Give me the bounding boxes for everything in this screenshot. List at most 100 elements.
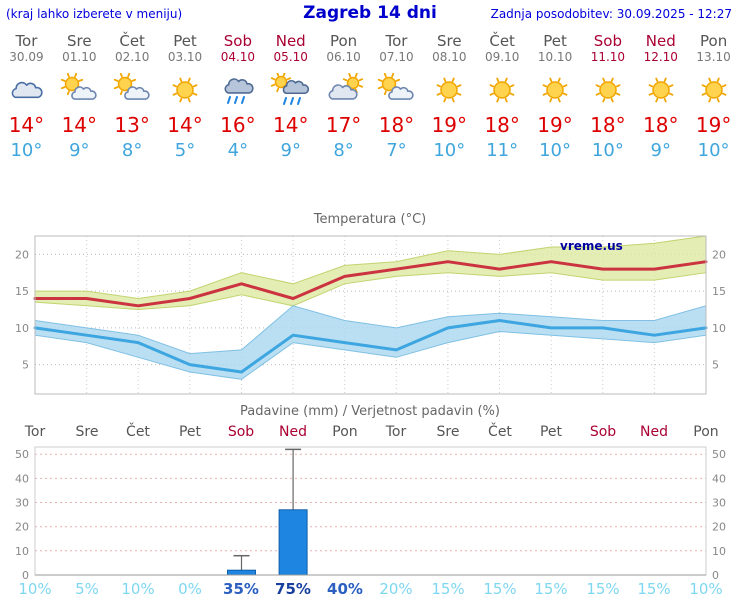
rain-icon [211, 73, 264, 109]
day-cell[interactable]: Sre 08.10 19° 10° [423, 28, 476, 208]
precip-probability: 15% [586, 580, 620, 598]
day-cell[interactable]: Tor 07.10 18° 7° [370, 28, 423, 208]
day-cell[interactable]: Pon 13.10 19° 10° [687, 28, 740, 208]
day-min-temp: 10° [539, 140, 571, 161]
svg-text:50: 50 [712, 448, 726, 461]
day-cell[interactable]: Tor 30.09 14° 10° [0, 28, 53, 208]
day-date: 11.10 [590, 50, 626, 64]
day-name: Sob [593, 32, 622, 50]
svg-text:20: 20 [15, 521, 29, 534]
day-cell[interactable]: Ned 05.10 14° 9° [264, 28, 317, 208]
day-min-temp: 10° [10, 140, 43, 161]
precip-day-label: Pon [332, 424, 358, 440]
day-date: 05.10 [273, 50, 308, 64]
menu-hint: (kraj lahko izberete v meniju) [6, 7, 183, 21]
precip-day-label: Ned [279, 424, 307, 440]
day-max-temp: 13° [114, 113, 150, 137]
day-max-temp: 19° [431, 113, 468, 137]
day-date: 06.10 [326, 50, 361, 64]
day-cell[interactable]: Pet 03.10 14° 5° [159, 28, 212, 208]
day-max-temp: 18° [643, 113, 679, 137]
day-max-temp: 14° [61, 113, 98, 137]
day-min-temp: 4° [227, 140, 249, 161]
precipitation-probability-row: 10% 5% 10% 0% 35% 75% 40% 20% 15% 15% 15% 15% 15% 10% [0, 580, 740, 600]
mostly-cloudy-icon [317, 72, 370, 109]
temperature-chart: 5 5 10 10 15 15 20 20 vreme.us [15, 235, 726, 395]
partly-cloudy-icon [53, 72, 106, 109]
day-max-temp: 14° [8, 113, 45, 137]
day-name: Pon [700, 32, 728, 50]
day-max-temp: 16° [220, 113, 256, 137]
day-max-temp: 18° [590, 113, 626, 137]
precip-probability: 20% [379, 580, 413, 598]
day-min-temp: 10° [697, 140, 730, 161]
svg-text:50: 50 [15, 448, 29, 461]
sunny-icon [634, 73, 687, 109]
svg-text:15: 15 [15, 285, 29, 298]
day-cell[interactable]: Sre 01.10 14° 9° [53, 28, 106, 208]
cloudy-icon [0, 73, 53, 109]
partly-cloudy-icon [370, 72, 423, 109]
day-cell[interactable]: Sob 11.10 18° 10° [581, 28, 634, 208]
precipitation-chart: 0 0 10 10 20 20 30 30 40 40 50 50 [15, 446, 726, 579]
day-cell[interactable]: Pon 06.10 17° 8° [317, 28, 370, 208]
day-name: Pet [173, 32, 197, 50]
precipitation-chart-title: Padavine (mm) / Verjetnost padavin (%) [240, 404, 500, 419]
precip-probability: 15% [637, 580, 671, 598]
last-updated: Zadnja posodobitev: 30.09.2025 - 12:27 [490, 7, 732, 21]
day-max-temp: 17° [325, 113, 362, 137]
day-min-temp: 7° [386, 140, 407, 161]
precip-day-label: Sob [227, 424, 255, 440]
precip-probability: 40% [327, 580, 363, 598]
day-cell[interactable]: Čet 09.10 18° 11° [476, 28, 529, 208]
day-name: Ned [645, 32, 676, 50]
precip-probability: 5% [75, 580, 99, 598]
partly-cloudy-icon [106, 72, 159, 109]
svg-text:5: 5 [712, 359, 719, 372]
precip-day-label: Tor [24, 424, 46, 440]
precip-day-label: Sre [436, 424, 460, 440]
day-date: 12.10 [643, 50, 678, 64]
day-date: 02.10 [114, 50, 150, 64]
sunny-icon [476, 73, 529, 109]
day-min-temp: 9° [280, 140, 301, 161]
page-title: Zagreb 14 dni [303, 3, 437, 23]
day-min-temp: 9° [69, 140, 90, 161]
day-date: 07.10 [379, 50, 414, 64]
day-name: Sre [66, 32, 92, 50]
day-min-temp: 11° [486, 140, 519, 161]
precip-day-label: Sob [589, 424, 617, 440]
day-cell[interactable]: Sob 04.10 16° 4° [211, 28, 264, 208]
day-cell[interactable]: Čet 02.10 13° 8° [106, 28, 159, 208]
day-name: Ned [275, 32, 306, 50]
day-min-temp: 8° [333, 140, 354, 161]
day-min-temp: 5° [174, 140, 196, 161]
precip-probability: 10% [121, 580, 155, 598]
svg-text:15: 15 [712, 285, 726, 298]
sunny-icon [687, 73, 740, 109]
precip-probability: 15% [483, 580, 517, 598]
svg-text:vreme.us: vreme.us [560, 239, 623, 253]
temperature-chart-title: Temperatura (°C) [313, 212, 427, 227]
day-max-temp: 19° [537, 113, 573, 137]
day-date: 04.10 [220, 50, 256, 64]
day-date: 13.10 [696, 50, 731, 64]
precip-probability: 15% [431, 580, 465, 598]
svg-text:0: 0 [712, 569, 719, 579]
sunny-icon [581, 73, 634, 109]
precip-probability: 35% [223, 580, 259, 598]
sunny-icon [159, 73, 212, 109]
day-min-temp: 10° [591, 140, 624, 161]
day-name: Tor [15, 32, 38, 50]
svg-text:40: 40 [712, 472, 726, 485]
day-cell[interactable]: Ned 12.10 18° 9° [634, 28, 687, 208]
precip-probability: 0% [178, 580, 202, 598]
day-min-temp: 8° [121, 140, 143, 161]
day-date: 10.10 [537, 50, 573, 64]
precip-probability: 15% [534, 580, 568, 598]
svg-text:30: 30 [712, 497, 726, 510]
day-cell[interactable]: Pet 10.10 19° 10° [529, 28, 582, 208]
day-max-temp: 14° [273, 113, 309, 137]
precip-day-label: Pon [693, 424, 719, 440]
day-date: 30.09 [9, 50, 44, 64]
